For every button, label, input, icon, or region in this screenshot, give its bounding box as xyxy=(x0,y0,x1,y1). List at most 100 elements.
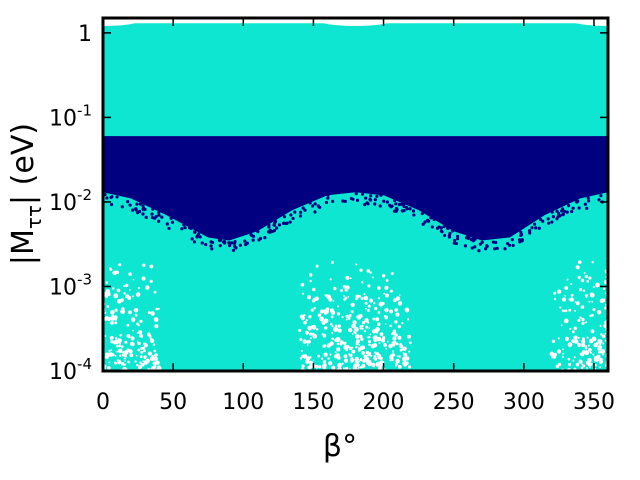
series-1-speckle xyxy=(149,337,152,340)
series-1-speckle xyxy=(602,342,605,345)
series-2-edge-point xyxy=(491,240,496,244)
x-tick-labels: 0 50 100 150 200 250 300 350 xyxy=(96,390,615,415)
series-1-speckle xyxy=(599,357,603,362)
series-2-edge-point xyxy=(282,215,287,219)
series-1-speckle xyxy=(121,308,124,312)
series-1-speckle xyxy=(138,330,143,335)
series-2-edge-point xyxy=(597,198,601,202)
series-1-speckle xyxy=(347,327,353,333)
series-1-speckle xyxy=(397,335,402,340)
series-1-speckle xyxy=(590,351,593,354)
series-2-edge-point xyxy=(585,206,589,210)
series-2-edge-point xyxy=(382,199,386,203)
series-1-speckle xyxy=(106,305,110,308)
series-1-speckle xyxy=(350,310,354,314)
series-1-speckle xyxy=(360,337,364,341)
series-1-speckle xyxy=(315,364,319,369)
series-1-speckle xyxy=(302,292,305,295)
series-1-speckle xyxy=(303,314,306,317)
series-1-speckle xyxy=(392,336,397,341)
series-1-speckle xyxy=(391,353,396,357)
series-1-speckle xyxy=(321,320,326,325)
series-1-speckle xyxy=(342,285,347,289)
series-2-edge-point xyxy=(388,203,392,207)
series-2-edge-point xyxy=(520,238,524,242)
series-1-speckle xyxy=(352,320,357,325)
series-2-edge-point xyxy=(473,237,477,241)
series-1-speckle xyxy=(573,356,576,359)
series-1-speckle xyxy=(591,261,594,264)
series-1-speckle xyxy=(388,343,393,349)
series-2-edge-point xyxy=(440,230,444,234)
series-1-speckle xyxy=(323,352,328,357)
series-1-speckle xyxy=(589,292,594,297)
series-1-speckle xyxy=(105,281,108,284)
series-1-speckle xyxy=(309,364,313,369)
series-1-speckle xyxy=(573,326,577,331)
series-1-speckle xyxy=(298,329,302,333)
series-2-edge-point xyxy=(134,208,138,212)
series-1-speckle xyxy=(354,327,359,332)
series-2-edge-point xyxy=(394,202,398,206)
series-2-edge-point xyxy=(109,202,114,207)
series-1-speckle xyxy=(114,321,118,325)
series-1-speckle xyxy=(345,314,349,318)
series-1-speckle xyxy=(343,354,348,359)
series-1-speckle xyxy=(157,307,160,310)
series-2-edge-point xyxy=(313,210,317,214)
series-1-speckle xyxy=(602,353,604,356)
series-2-edge-point xyxy=(326,196,330,200)
series-1-speckle xyxy=(128,349,133,354)
series-1-speckle xyxy=(584,294,588,298)
series-1-speckle xyxy=(350,302,355,308)
series-1-speckle xyxy=(109,335,114,340)
series-1-speckle xyxy=(299,357,303,360)
series-2-edge-point xyxy=(547,221,551,225)
series-1-speckle xyxy=(575,362,580,367)
series-1-speckle xyxy=(319,316,325,322)
series-1-speckle xyxy=(583,272,586,274)
series-1-speckle xyxy=(381,274,386,278)
series-1-speckle xyxy=(391,341,396,346)
series-2-edge-point xyxy=(272,228,277,233)
series-1-speckle xyxy=(604,279,607,283)
series-1-speckle xyxy=(580,279,585,283)
series-2-edge-point xyxy=(550,210,554,214)
series-1-speckle xyxy=(368,327,371,330)
series-2-edge-point xyxy=(375,194,379,198)
series-1-speckle xyxy=(116,350,119,353)
series-1-speckle xyxy=(351,333,354,335)
series-2-edge-point xyxy=(126,199,130,204)
series-1-speckle xyxy=(311,287,316,292)
series-1-speckle xyxy=(392,298,397,303)
series-2-edge-point xyxy=(227,241,231,245)
series-1-speckle xyxy=(110,316,115,321)
series-2-edge-point xyxy=(324,200,329,205)
series-1-speckle xyxy=(405,356,410,361)
series-1-speckle xyxy=(584,346,588,350)
series-2-edge-point xyxy=(354,192,358,196)
series-1-speckle xyxy=(581,343,586,348)
series-1-speckle xyxy=(300,282,305,287)
series-1-speckle xyxy=(389,324,392,328)
series-2-edge-point xyxy=(423,220,427,224)
series-1-speckle xyxy=(118,263,122,267)
series-2-edge-point xyxy=(288,220,292,224)
series-2-edge-point xyxy=(183,226,187,230)
series-1-speckle xyxy=(112,270,117,276)
series-1-speckle xyxy=(397,301,403,306)
series-2-edge-point xyxy=(141,204,145,208)
series-2-edge-point xyxy=(563,209,567,213)
series-1-speckle xyxy=(397,325,401,329)
series-2-edge-point xyxy=(144,215,148,219)
series-1-speckle xyxy=(320,357,324,361)
y-tick-label: 10-1 xyxy=(49,101,92,131)
series-2-edge-point xyxy=(447,235,451,239)
series-1-speckle xyxy=(355,345,358,349)
series-2-edge-point xyxy=(392,209,397,213)
series-2-edge-point xyxy=(390,204,394,208)
series-2-edge-point xyxy=(218,244,222,248)
series-2-edge-point xyxy=(534,226,538,230)
series-1-speckle xyxy=(589,366,591,368)
series-1-speckle xyxy=(358,347,361,350)
